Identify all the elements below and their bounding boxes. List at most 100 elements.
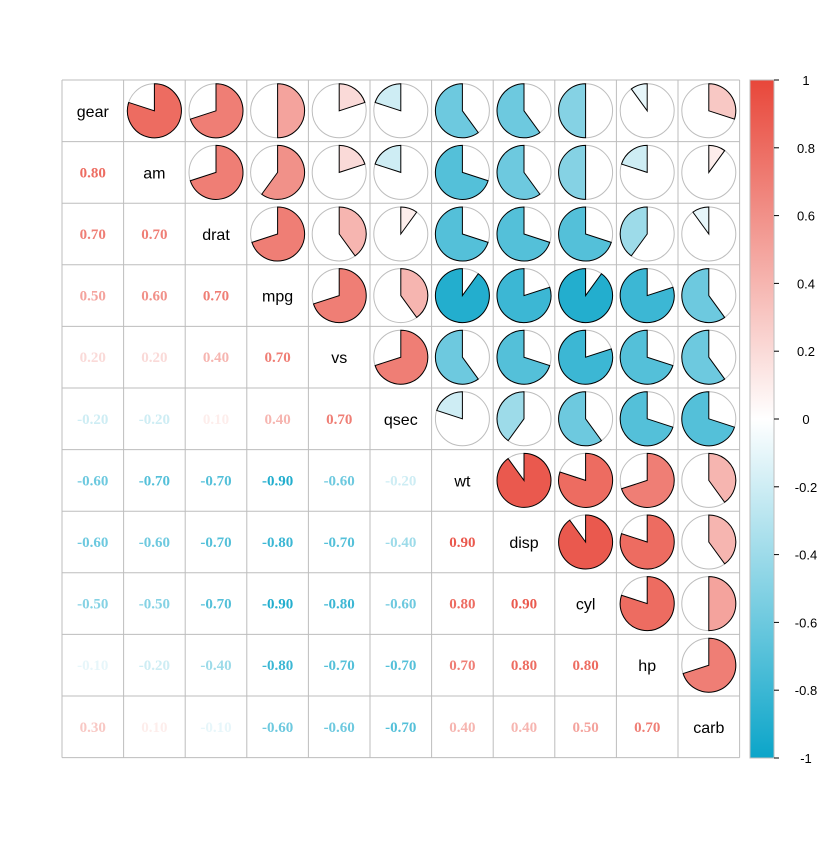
pie-wedge (619, 391, 674, 447)
pie-wedge (434, 329, 479, 385)
variable-label-vs: vs (331, 350, 347, 367)
pie-wedge (558, 514, 614, 570)
coef-label-cyl-drat: -0.70 (200, 597, 231, 613)
coef-label-wt-qsec: -0.20 (385, 473, 416, 489)
coef-label-wt-vs: -0.60 (324, 473, 355, 489)
pie-gear-wt (434, 83, 490, 139)
pie-wt-cyl (558, 452, 614, 508)
variable-label-wt: wt (453, 473, 471, 490)
pie-wedge (496, 144, 541, 200)
pie-gear-hp (619, 83, 675, 139)
variable-label-mpg: mpg (262, 289, 293, 306)
colorbar-tick-label: 0 (802, 412, 809, 427)
pie-gear-cyl (558, 83, 614, 139)
pie-vs-wt (434, 329, 490, 385)
pie-wedge (619, 329, 674, 385)
pie-wedge (374, 83, 402, 112)
pie-wedge (630, 83, 648, 113)
coef-label-carb-wt: 0.40 (449, 720, 475, 736)
pie-wedge (261, 144, 306, 200)
pie-wedge (434, 206, 489, 262)
pie-qsec-wt (434, 391, 490, 447)
pie-wedge (374, 144, 402, 174)
pie-am-mpg (250, 144, 306, 200)
grid-layer (61, 79, 741, 759)
pie-drat-qsec (373, 206, 429, 262)
colorbar-tick-label: 0.4 (797, 276, 815, 291)
pie-am-disp (496, 144, 552, 200)
coef-label-disp-drat: -0.70 (200, 535, 231, 551)
pie-mpg-hp (619, 268, 675, 324)
pie-wedge (496, 391, 525, 442)
coef-label-cyl-wt: 0.80 (449, 597, 475, 613)
variable-label-am: am (143, 165, 165, 182)
coef-label-disp-gear: -0.60 (77, 535, 108, 551)
variable-label-gear: gear (77, 104, 110, 121)
coef-label-hp-qsec: -0.70 (385, 658, 416, 674)
pie-wedge (496, 268, 552, 324)
pie-wedge (681, 391, 736, 447)
pie-wedge (619, 206, 648, 257)
pie-drat-hp (619, 206, 675, 262)
coef-label-cyl-qsec: -0.60 (385, 597, 416, 613)
pie-wedge (496, 452, 552, 508)
pie-vs-cyl (558, 329, 614, 385)
coef-label-wt-am: -0.70 (139, 473, 170, 489)
pie-wedge (558, 452, 614, 508)
pie-wedge (374, 329, 429, 385)
coef-label-carb-disp: 0.40 (511, 720, 537, 736)
coef-label-wt-gear: -0.60 (77, 473, 108, 489)
pie-disp-hp (619, 514, 675, 570)
colorbar-tick-label: -0.2 (795, 480, 817, 495)
colorbar-tick-label: -0.8 (795, 683, 817, 698)
pie-mpg-cyl (558, 268, 614, 324)
coef-label-vs-drat: 0.40 (203, 350, 229, 366)
pie-qsec-disp (496, 391, 552, 447)
pie-wedge (496, 206, 551, 262)
coef-label-hp-disp: 0.80 (511, 658, 537, 674)
pie-wedge (400, 206, 418, 236)
pie-wedge (126, 83, 182, 139)
variable-label-cyl: cyl (576, 597, 596, 614)
pie-wedge (434, 268, 490, 324)
pie-wedge (620, 144, 648, 174)
pie-wedge (189, 83, 244, 139)
pie-wedge (338, 144, 366, 174)
pie-wedge (558, 268, 614, 324)
pie-mpg-disp (496, 268, 552, 324)
pie-wedge (496, 329, 551, 385)
coef-label-wt-mpg: -0.90 (262, 473, 293, 489)
variable-label-hp: hp (638, 658, 656, 675)
pie-wedge (681, 268, 726, 324)
pie-gear-mpg (250, 83, 306, 139)
coef-label-mpg-am: 0.60 (141, 289, 167, 305)
pie-wedge (619, 576, 675, 632)
pie-drat-carb (681, 206, 737, 262)
pie-drat-disp (496, 206, 552, 262)
cell-layer: gear 0.80 am 0.70 0.70 drat 0.50 0.60 0.70 mpg 0.2… (77, 83, 737, 737)
pie-gear-carb (681, 83, 737, 139)
coef-label-vs-am: 0.20 (141, 350, 167, 366)
coef-label-vs-mpg: 0.70 (264, 350, 290, 366)
coef-label-hp-vs: -0.70 (324, 658, 355, 674)
pie-am-wt (434, 144, 490, 200)
pie-wedge (682, 637, 737, 693)
pie-am-vs (311, 144, 367, 200)
coef-label-qsec-am: -0.20 (139, 412, 170, 428)
variable-label-qsec: qsec (384, 412, 418, 429)
coef-label-wt-drat: -0.70 (200, 473, 231, 489)
coef-label-hp-drat: -0.40 (200, 658, 231, 674)
pie-gear-vs (311, 83, 367, 139)
pie-gear-drat (188, 83, 244, 139)
colorbar-tick-label: 0.6 (797, 209, 815, 224)
coef-label-qsec-gear: -0.20 (77, 412, 108, 428)
pie-wedge (434, 83, 479, 139)
pie-gear-am (126, 83, 182, 139)
coef-label-disp-qsec: -0.40 (385, 535, 416, 551)
coef-label-disp-mpg: -0.80 (262, 535, 293, 551)
coef-label-disp-vs: -0.70 (324, 535, 355, 551)
coef-label-hp-cyl: 0.80 (572, 658, 598, 674)
pie-mpg-carb (681, 268, 737, 324)
pie-am-hp (619, 144, 675, 200)
